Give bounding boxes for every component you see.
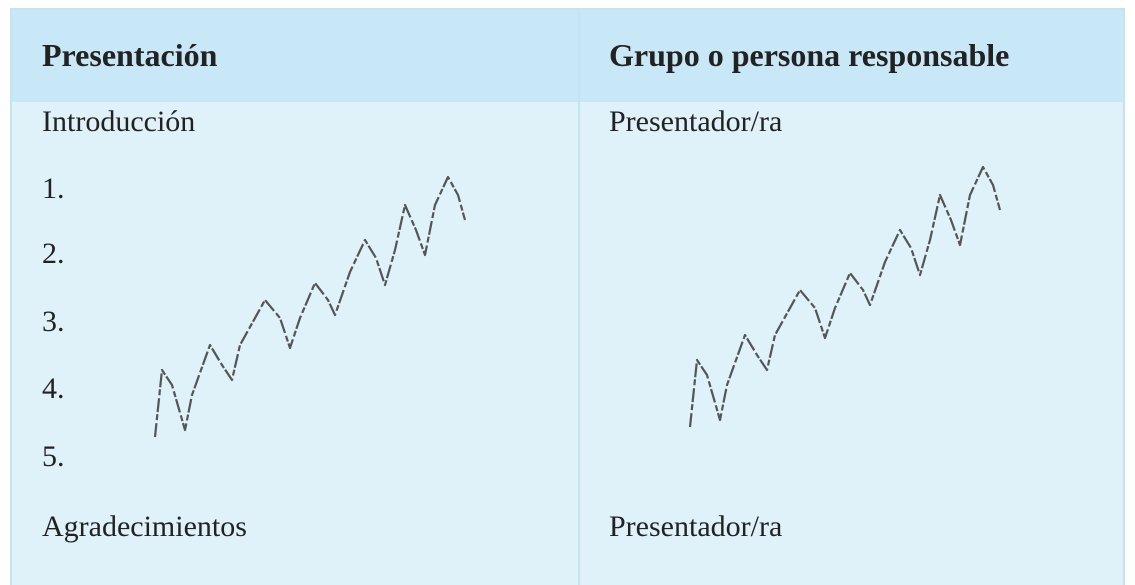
table-cell: Agradecimientos	[42, 510, 247, 543]
table-cell: Presentador/ra	[609, 510, 783, 543]
table-cell: Presentador/ra	[609, 105, 783, 138]
table-cell: 5.	[42, 440, 65, 473]
scribble	[688, 165, 1002, 429]
header-cell: Presentación	[42, 37, 218, 73]
table-cell: 1.	[42, 172, 65, 205]
table-cell: 3.	[42, 305, 65, 338]
table-cell: 2.	[42, 237, 65, 270]
header-cell: Grupo o persona responsable	[609, 37, 1010, 73]
header-row	[12, 10, 1123, 102]
table-cell: 4.	[42, 372, 65, 405]
column-divider	[578, 10, 580, 585]
table: Presentación Grupo o persona responsable…	[10, 8, 1125, 585]
table-cell: Introducción	[42, 105, 196, 138]
scribble	[153, 175, 467, 439]
